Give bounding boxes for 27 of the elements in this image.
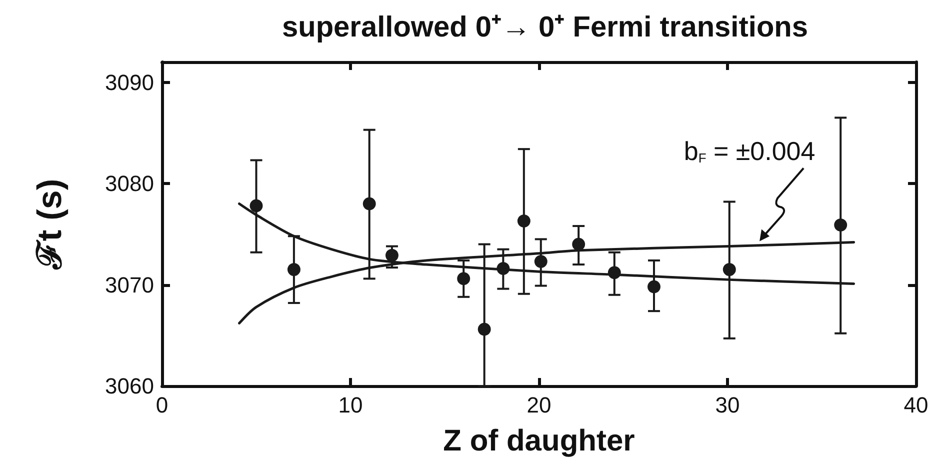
point	[572, 238, 586, 251]
point	[648, 280, 660, 294]
y-tick-label: 3060	[105, 374, 154, 398]
point	[496, 262, 510, 276]
point	[287, 263, 300, 276]
point	[362, 197, 376, 210]
point	[608, 266, 621, 280]
point	[517, 214, 530, 228]
point	[385, 248, 398, 262]
point	[722, 263, 736, 276]
y-tick-label: 3090	[105, 70, 154, 95]
annotation: bF = ±0.004	[684, 136, 816, 166]
y-tick-label: 3070	[105, 272, 154, 298]
x-tick-label: 10	[338, 392, 363, 418]
x-tick-label: 0	[156, 392, 168, 418]
x-tick-label: 20	[526, 392, 552, 418]
y-axis-title: ℱt (s)	[31, 178, 69, 270]
point	[534, 254, 548, 268]
point	[478, 322, 491, 336]
x-axis-title: Z of daughter	[443, 424, 636, 458]
y-tick-label: 3080	[105, 171, 154, 196]
x-tick-label: 40	[904, 392, 928, 418]
point	[457, 272, 470, 286]
chart-title: superallowed 0⁺→ 0⁺ Fermi transitions	[282, 12, 808, 44]
x-tick-label: 30	[715, 392, 740, 418]
point	[834, 218, 848, 232]
point	[250, 199, 263, 212]
